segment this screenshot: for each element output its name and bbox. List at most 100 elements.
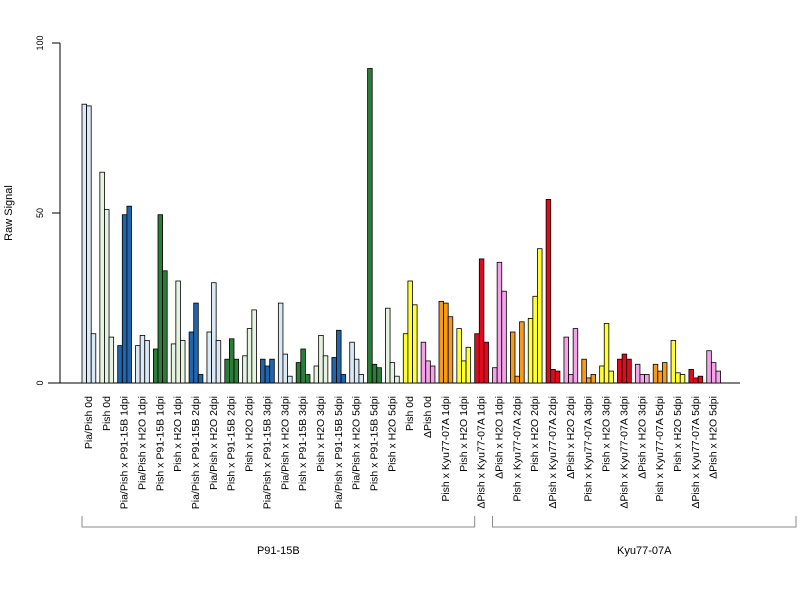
category-label: Pia/Pish x P91-15B 1dpi [119, 396, 131, 509]
bar [693, 377, 699, 384]
group-bracket [81, 516, 476, 528]
bar [367, 68, 373, 384]
category-label: ΔPish x H2O 5dpi [708, 396, 720, 479]
bar [144, 340, 150, 384]
bar [121, 214, 128, 384]
category-label: ΔPish x H2O 2dpi [565, 396, 577, 479]
bar [175, 280, 181, 384]
category-label: Pish x H2O 1dpi [172, 396, 184, 472]
bar [568, 374, 574, 384]
y-tick-label: 50 [35, 208, 45, 218]
bar [412, 304, 418, 384]
bar [99, 171, 105, 384]
bar [407, 280, 413, 384]
bar [675, 372, 681, 384]
bar [287, 375, 293, 384]
bar [260, 358, 266, 384]
bar [90, 333, 97, 384]
bar [706, 350, 712, 384]
bar [626, 358, 632, 384]
category-label: Pia/Pish x H2O 5dpi [351, 396, 363, 490]
bar [376, 367, 382, 384]
bar [349, 341, 355, 384]
category-label: Pish x H2O 3dpi [315, 396, 327, 472]
bar [581, 358, 587, 384]
bar [215, 340, 222, 384]
bar [162, 270, 168, 384]
category-label: Pish x P91-15B 3dpi [297, 396, 309, 491]
bar [465, 346, 472, 384]
bar [246, 328, 253, 384]
bar [358, 374, 364, 384]
bar [313, 365, 320, 384]
category-label: Pia/Pish x H2O 2dpi [208, 396, 220, 490]
category-label: Pish x Kyu77-07A 5dpi [654, 396, 666, 502]
bar [126, 205, 132, 384]
category-label: Pish x H2O 2dpi [529, 396, 541, 472]
bar [242, 355, 248, 384]
bar [224, 358, 230, 384]
bar [474, 333, 480, 384]
bar [188, 331, 195, 384]
bar [527, 317, 534, 384]
bar [519, 321, 525, 384]
category-label: ΔPish x H2O 1dpi [493, 396, 505, 479]
bar [340, 374, 347, 384]
category-label: ΔPish 0d [422, 396, 434, 438]
category-label: Pish x Kyu77-07A 3dpi [583, 396, 595, 502]
category-label: Pish 0d [404, 396, 416, 431]
bar [532, 295, 538, 384]
bar [389, 362, 396, 384]
category-label: Pish x H2O 1dpi [458, 396, 470, 472]
y-tick-label: 100 [35, 35, 45, 50]
category-label: ΔPish x Kyu77-07A 2dpi [547, 396, 559, 509]
bar [180, 340, 186, 384]
bar [496, 261, 503, 384]
bar [193, 302, 199, 384]
bar [353, 358, 360, 384]
bar [688, 368, 694, 384]
category-label: Pish x P91-15B 1dpi [154, 396, 166, 491]
bar [117, 345, 123, 384]
bar [425, 360, 431, 384]
bar [429, 365, 436, 384]
bars-layer [81, 68, 721, 384]
category-label: Pish x P91-15B 2dpi [226, 396, 238, 491]
category-label: Pish x H2O 5dpi [386, 396, 398, 472]
bar [590, 374, 596, 384]
bar [197, 374, 204, 384]
bar [336, 329, 342, 384]
category-label: ΔPish x Kyu77-07A 3dpi [618, 396, 630, 509]
bar [371, 363, 378, 384]
group-brackets: P91-15B Kyu77-07A [81, 516, 797, 557]
bar [634, 363, 641, 384]
group-bracket [492, 516, 797, 528]
y-axis: 0 50 100 [35, 35, 61, 386]
bar [697, 375, 704, 384]
bar [264, 365, 271, 384]
bar [662, 362, 668, 384]
category-label: Pish x H2O 5dpi [672, 396, 684, 472]
bar [135, 345, 141, 384]
bar [492, 367, 498, 384]
bar [277, 302, 284, 384]
group-label: Kyu77-07A [617, 545, 672, 557]
bar [617, 358, 623, 384]
category-label: ΔPish x H2O 3dpi [636, 396, 648, 479]
category-label: Pish x H2O 2dpi [244, 396, 256, 472]
bar [385, 307, 391, 384]
bar [282, 353, 288, 384]
category-label: Pia/Pish x H2O 1dpi [136, 396, 148, 490]
bar [554, 370, 561, 384]
bar [545, 198, 552, 384]
bar [394, 375, 400, 384]
bar [478, 258, 485, 384]
bar [483, 341, 489, 384]
bar [269, 358, 275, 384]
bar [295, 362, 302, 384]
y-tick-label: 0 [35, 380, 45, 385]
bar [420, 341, 427, 384]
bar [304, 374, 311, 384]
category-label: ΔPish x Kyu77-07A 1dpi [476, 396, 488, 509]
